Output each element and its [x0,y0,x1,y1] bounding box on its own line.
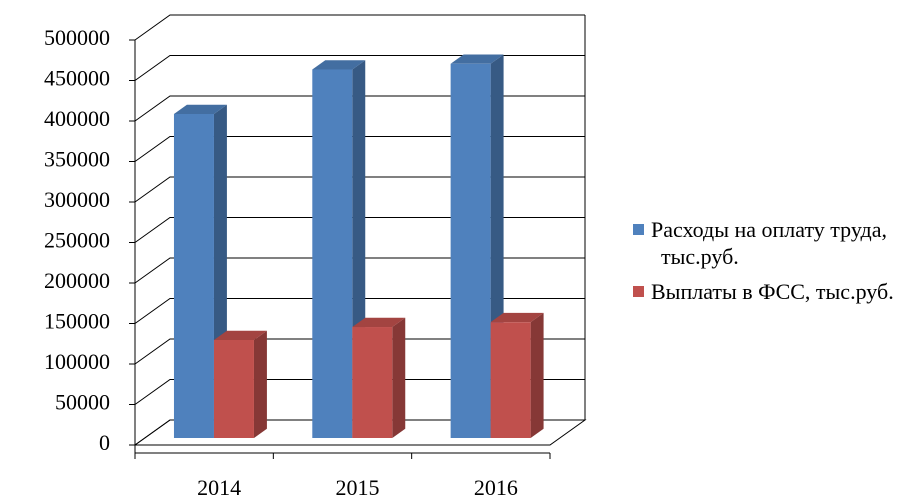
bar-side [392,317,406,438]
x-tick-label: 2014 [197,475,241,500]
x-tick-label: 2015 [336,475,380,500]
x-tick-label: 2016 [474,475,518,500]
grid-line [134,217,585,243]
grid-line [134,55,585,81]
legend-label: Расходы на оплату труда, тыс.руб. [651,217,887,269]
bar-top [352,317,406,328]
y-tick-label: 300000 [44,187,110,212]
bar-side [253,330,267,438]
y-tick-label: 50000 [55,390,110,415]
bar [312,69,353,438]
legend: Расходы на оплату труда, тыс.руб. Выплаты… [633,216,913,313]
grid-line [134,298,585,324]
bar-top [490,312,544,323]
bar-top [450,54,504,64]
grid-line [134,14,585,41]
bar-top [173,104,227,114]
y-tick-label: 0 [99,430,110,455]
y-tick-label: 400000 [44,106,110,131]
grid-line [134,257,585,284]
bar [213,339,254,438]
bar [450,63,491,438]
grid-line [134,338,585,365]
bar-side [530,312,544,438]
legend-swatch [633,224,644,235]
y-tick-label: 150000 [44,309,110,334]
legend-label: Выплаты в ФСС, тыс.руб. [651,279,894,304]
y-tick-label: 200000 [44,268,110,293]
legend-item: Выплаты в ФСС, тыс.руб. [633,278,913,305]
y-tick-label: 100000 [44,349,110,374]
y-tick-label: 250000 [44,228,110,253]
bar [173,114,214,438]
grid-line [134,176,585,203]
bar-top [312,60,366,70]
legend-item: Расходы на оплату труда, тыс.руб. [633,216,913,270]
grid-line [134,95,585,122]
bar [490,322,531,438]
grid-line [134,379,585,405]
y-tick-label: 450000 [44,66,110,91]
grid-line [134,419,585,446]
bar-top [213,330,267,340]
bar [352,327,393,438]
y-tick-label: 500000 [44,25,110,50]
legend-swatch [633,286,644,297]
y-tick-label: 350000 [44,147,110,172]
grid-line [134,136,585,162]
